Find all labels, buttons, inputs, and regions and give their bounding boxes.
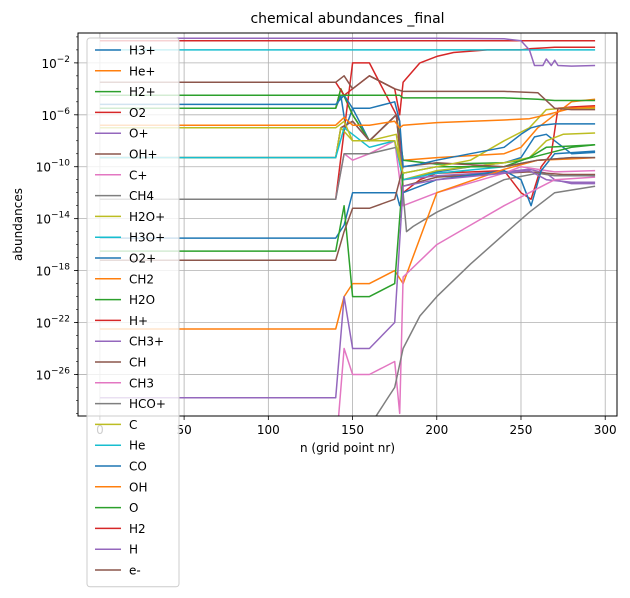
legend-label: HCO+: [129, 397, 166, 411]
series-line-O2: [99, 62, 596, 200]
legend-label: CH2: [129, 272, 154, 286]
axes-frame: [77, 32, 618, 417]
series-lines: [99, 37, 596, 416]
series-line-C: [99, 107, 596, 174]
y-tick-label: 10−2: [41, 55, 70, 71]
legend-label: He: [129, 439, 145, 453]
chart-title: chemical abundances _final: [250, 11, 444, 27]
legend-label: O2: [129, 106, 146, 120]
legend-label: CO: [129, 460, 147, 474]
y-tick-label: 10−14: [36, 211, 71, 227]
x-tick-label: 300: [594, 423, 617, 437]
series-line-CH: [99, 156, 596, 261]
ticks: 05010015020025030010−210−610−1010−1410−1…: [36, 36, 617, 437]
x-axis-label: n (grid point nr): [300, 441, 395, 455]
x-tick-label: 100: [257, 423, 280, 437]
legend-label: H3O+: [129, 231, 165, 245]
y-tick-label: 10−6: [41, 107, 70, 123]
legend-label: H2: [129, 522, 146, 536]
legend-label: H3+: [129, 44, 156, 58]
legend-label: H: [129, 543, 138, 557]
x-tick-label: 250: [510, 423, 533, 437]
y-tick-label: 10−22: [36, 315, 70, 331]
legend: H3+He+H2+O2O+OH+C+CH4H2O+H3O+O2+CH2H2OH+…: [86, 37, 180, 588]
legend-label: H2O+: [129, 210, 165, 224]
legend-label: H2+: [129, 85, 156, 99]
x-tick-label: 200: [425, 423, 448, 437]
series-line-H: [99, 37, 596, 67]
y-tick-label: 10−10: [36, 159, 71, 175]
legend-label: OH+: [129, 148, 158, 162]
series-line-HCO+: [375, 185, 596, 416]
series-line-CH3: [337, 176, 596, 416]
x-tick-label: 150: [341, 423, 364, 437]
series-line-H+: [99, 46, 596, 116]
legend-label: H+: [129, 314, 148, 328]
legend-label: CH3: [129, 376, 154, 390]
legend-label: e-: [129, 564, 141, 578]
legend-label: CH4: [129, 189, 154, 203]
legend-label: H2O: [129, 293, 155, 307]
y-axis-label: abundances: [11, 188, 25, 261]
legend-label: C+: [129, 168, 147, 182]
series-line-CH3+: [99, 169, 596, 399]
series-line-OH: [99, 106, 596, 129]
legend-label: CH: [129, 356, 146, 370]
legend-label: C: [129, 418, 137, 432]
legend-label: O2+: [129, 252, 156, 266]
series-line-e-: [99, 75, 596, 111]
y-tick-label: 10−18: [36, 263, 71, 279]
legend-label: OH: [129, 480, 147, 494]
legend-label: CH3+: [129, 335, 164, 349]
x-tick-label: 50: [176, 423, 191, 437]
legend-label: O+: [129, 127, 149, 141]
legend-label: O: [129, 501, 138, 515]
series-line-CO: [99, 94, 596, 168]
y-tick-label: 10−26: [36, 366, 71, 382]
legend-label: He+: [129, 64, 155, 78]
